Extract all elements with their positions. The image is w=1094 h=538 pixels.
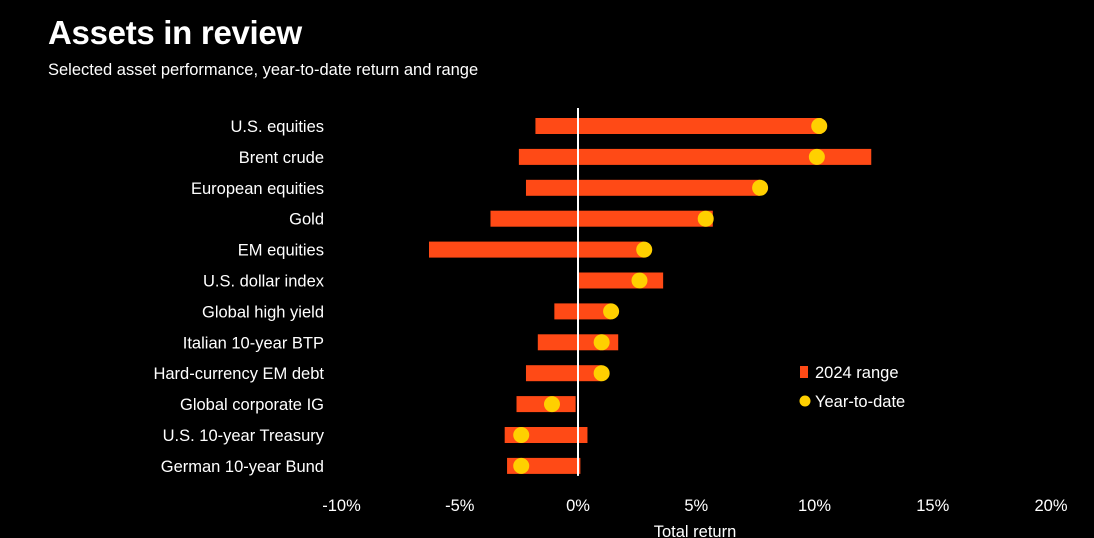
range-bars [429,118,872,474]
category-label: U.S. 10-year Treasury [163,427,325,445]
range-bar [525,365,602,382]
legend-range-label: 2024 range [815,364,899,382]
range-bar [578,272,664,289]
range-bar [525,179,761,196]
ytd-dot [811,118,828,134]
x-tick-label: 20% [1034,497,1067,515]
category-label: Global high yield [202,303,324,321]
legend-range-swatch [800,366,808,378]
category-label: U.S. equities [230,118,324,136]
ytd-dots [513,118,828,474]
x-tick-label: -10% [322,497,361,515]
range-bar [535,118,822,134]
range-bar [429,241,645,258]
x-tick-label: -5% [445,497,475,515]
chart-subtitle: Selected asset performance, year-to-date… [48,61,479,79]
ytd-dot [513,427,530,443]
ytd-dot [697,210,714,227]
ytd-dot [631,272,648,289]
ytd-dot [593,334,610,351]
ytd-dot [636,241,653,258]
x-tick-label: 10% [798,497,831,515]
ytd-dot [593,365,610,382]
category-labels: U.S. equities Brent crude European equitie… [153,118,324,476]
category-label: Italian 10-year BTP [183,334,324,352]
range-bar [554,303,612,320]
x-tick-label: 5% [684,497,708,515]
category-label: Gold [289,211,324,229]
category-label: Hard-currency EM debt [153,365,324,383]
legend-ytd-swatch [799,395,811,407]
category-label: Global corporate IG [180,396,324,414]
category-label: EM equities [238,242,324,260]
ytd-dot [603,303,620,320]
ytd-dot [513,457,530,474]
chart-title: Assets in review [48,14,302,51]
category-label: Brent crude [239,149,324,167]
x-tick-label: 0% [566,497,590,515]
range-bar [518,148,872,165]
x-tick-labels: -10% -5% 0% 5% 10% 15% 20% [322,497,1068,515]
legend: 2024 range Year-to-date [799,364,905,411]
x-axis-label: Total return [654,523,737,538]
legend-ytd-label: Year-to-date [815,393,905,411]
ytd-dot [543,396,560,413]
ytd-dot [752,179,769,196]
category-label: U.S. dollar index [203,273,325,291]
range-bar [490,210,713,227]
ytd-dot [808,148,825,165]
category-label: German 10-year Bund [161,458,324,476]
category-label: European equities [191,180,324,198]
x-tick-label: 15% [916,497,949,515]
